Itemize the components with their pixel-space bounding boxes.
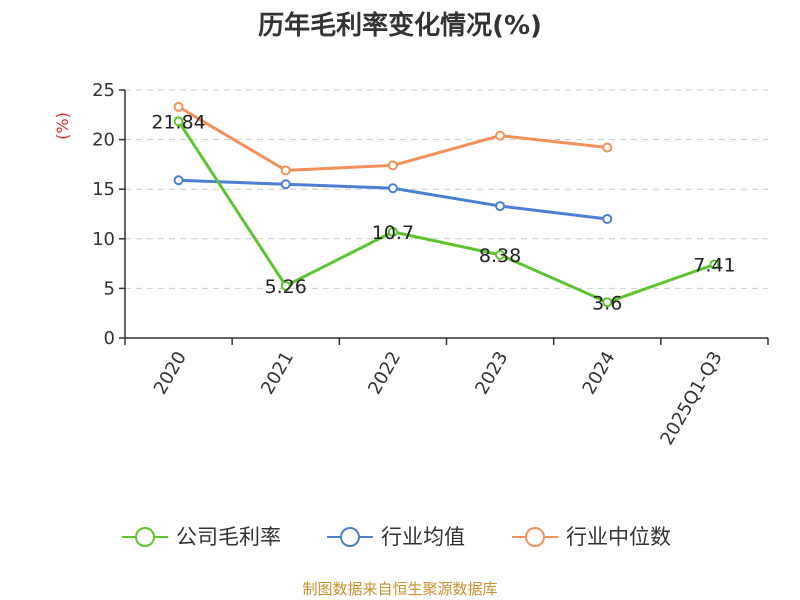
- x-tick-label: 2025Q1-Q3: [656, 348, 726, 449]
- data-labels: 21.84 5.26 10.7 8.38 3.6 7.41: [151, 111, 735, 314]
- data-point[interactable]: [495, 249, 506, 260]
- legend[interactable]: 公司毛利率 行业均值 行业中位数: [122, 525, 671, 549]
- data-point[interactable]: [387, 160, 398, 171]
- x-tick-label: 2024: [578, 348, 619, 398]
- x-tick-label: 2022: [364, 348, 405, 398]
- data-point[interactable]: [280, 165, 291, 176]
- data-point[interactable]: [602, 142, 613, 153]
- series-line-0: [177, 120, 715, 304]
- legend-item-0[interactable]: 公司毛利率: [122, 525, 281, 549]
- legend-label: 行业均值: [381, 525, 465, 549]
- source-note: 制图数据来自恒生聚源数据库: [302, 580, 497, 598]
- legend-label: 公司毛利率: [176, 525, 281, 549]
- legend-label: 行业中位数: [566, 525, 671, 549]
- data-point[interactable]: [495, 201, 506, 212]
- data-point[interactable]: [602, 297, 613, 308]
- y-tick-label: 10: [92, 229, 115, 250]
- data-label: 5.26: [265, 276, 307, 298]
- data-point[interactable]: [709, 259, 720, 270]
- data-label: 7.41: [693, 254, 735, 276]
- y-tick-label: 5: [104, 278, 115, 299]
- axes: 0 5 10 15 20 25 2020 2021 2022 2023 2024 2025Q1-Q3: [92, 80, 769, 449]
- data-point[interactable]: [602, 213, 613, 224]
- legend-marker: [135, 527, 155, 547]
- y-tick-label: 0: [104, 328, 115, 349]
- y-tick-label: 15: [92, 179, 115, 200]
- chart-title: 历年毛利率变化情况(%): [258, 10, 542, 41]
- data-point[interactable]: [495, 130, 506, 141]
- series-group: [173, 101, 720, 308]
- data-point[interactable]: [173, 101, 184, 112]
- legend-item-2[interactable]: 行业中位数: [512, 525, 671, 549]
- x-tick-label: 2021: [257, 348, 298, 398]
- y-tick-label: 25: [92, 80, 115, 101]
- data-label: 8.38: [479, 245, 521, 267]
- data-label: 21.84: [151, 111, 205, 133]
- legend-marker: [340, 527, 360, 547]
- y-tick-label: 20: [92, 130, 115, 151]
- data-point[interactable]: [387, 226, 398, 237]
- legend-item-1[interactable]: 行业均值: [327, 525, 465, 549]
- data-point[interactable]: [173, 116, 184, 127]
- x-tick-label: 2023: [471, 348, 512, 398]
- x-tick-label: 2020: [150, 348, 191, 398]
- data-point[interactable]: [280, 179, 291, 190]
- data-point[interactable]: [387, 183, 398, 194]
- data-label: 3.6: [592, 292, 622, 314]
- data-point[interactable]: [280, 280, 291, 291]
- data-point[interactable]: [173, 175, 184, 186]
- legend-marker: [525, 527, 545, 547]
- grid-lines: [125, 89, 768, 289]
- y-axis-label: (%): [53, 112, 72, 140]
- data-label: 10.7: [372, 222, 414, 244]
